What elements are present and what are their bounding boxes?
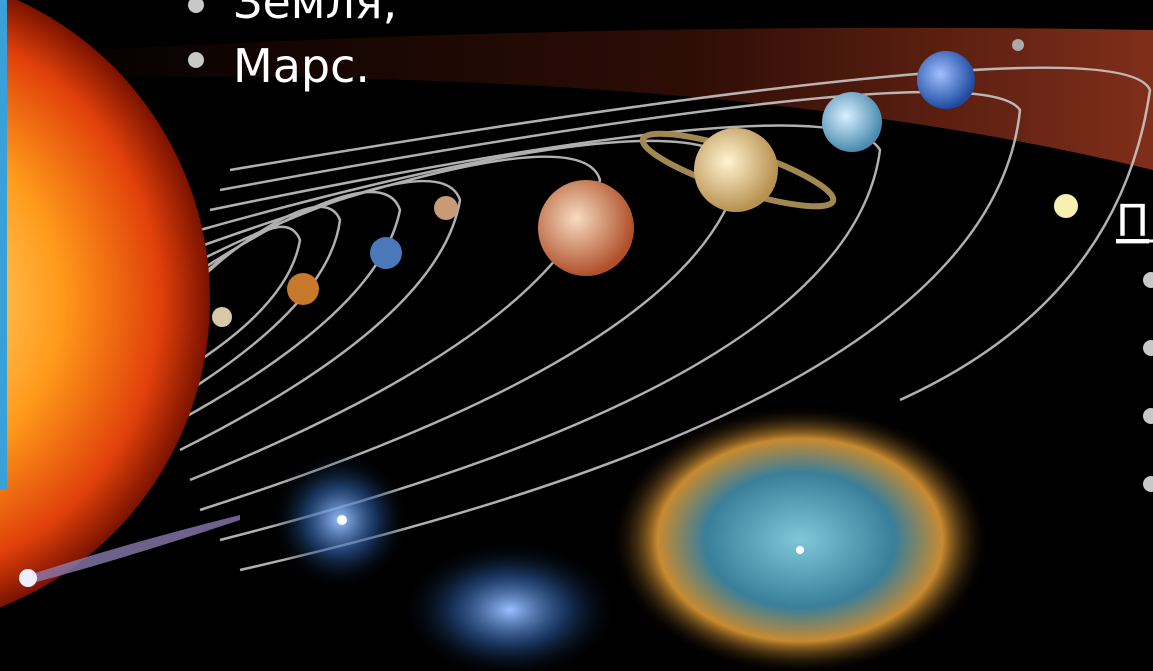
star xyxy=(796,546,804,554)
mars xyxy=(434,196,458,220)
star xyxy=(337,515,347,525)
nebula xyxy=(610,405,990,671)
bullet xyxy=(188,0,204,13)
pluto xyxy=(1012,39,1024,51)
bullet xyxy=(1143,476,1153,492)
orbits xyxy=(149,66,1152,572)
nebula-blue xyxy=(400,540,620,671)
bullet xyxy=(1143,408,1153,424)
saturn xyxy=(694,128,778,212)
uranus xyxy=(822,92,882,152)
bullet xyxy=(1054,194,1078,218)
comet xyxy=(19,569,37,587)
jupiter xyxy=(538,180,634,276)
heading-fragment: П xyxy=(1116,196,1149,247)
bullet-text: Марс. xyxy=(233,39,370,93)
neptune xyxy=(917,51,975,109)
sun xyxy=(0,0,210,608)
mercury xyxy=(212,307,232,327)
bullet xyxy=(188,52,204,68)
bullet-text: Земля, xyxy=(233,0,397,29)
space-glow xyxy=(0,27,1153,171)
venus xyxy=(287,273,319,305)
comet-tail xyxy=(20,515,240,585)
bullet xyxy=(1143,340,1153,356)
earth xyxy=(370,237,402,269)
left-border xyxy=(0,0,7,490)
bullet xyxy=(1143,272,1153,288)
